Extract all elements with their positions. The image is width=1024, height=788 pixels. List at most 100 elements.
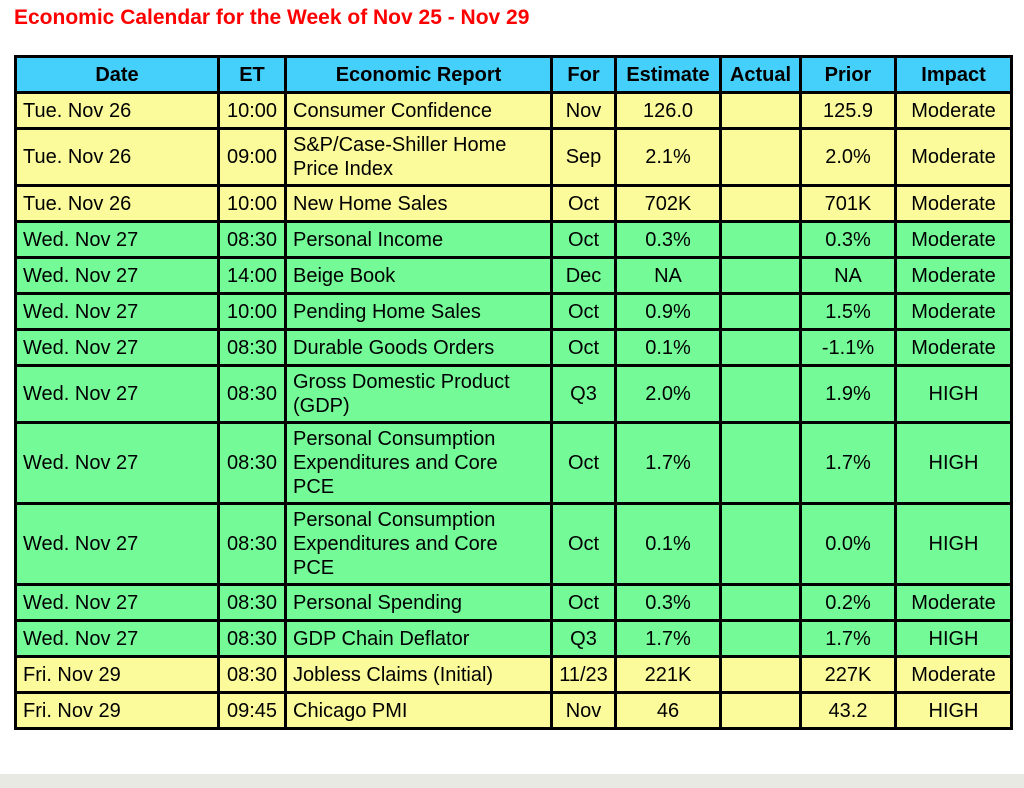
date-cell: Fri. Nov 29 — [14, 655, 220, 694]
report-cell: Personal Consumption Expenditures and Co… — [284, 421, 553, 505]
impact-cell: Moderate — [894, 184, 1013, 223]
impact-cell: HIGH — [894, 421, 1013, 505]
prior-cell: 43.2 — [799, 691, 897, 730]
et-cell: 10:00 — [217, 184, 287, 223]
actual-cell — [719, 502, 802, 586]
report-cell: Pending Home Sales — [284, 292, 553, 331]
et-cell: 09:00 — [217, 127, 287, 187]
actual-cell — [719, 91, 802, 130]
report-cell: Gross Domestic Product (GDP) — [284, 364, 553, 424]
impact-cell: HIGH — [894, 691, 1013, 730]
date-cell: Tue. Nov 26 — [14, 91, 220, 130]
actual-cell — [719, 619, 802, 658]
bottom-edge-strip — [0, 774, 1024, 788]
table-row: Wed. Nov 27 08:30 GDP Chain Deflator Q3 … — [14, 619, 1013, 658]
et-cell: 08:30 — [217, 220, 287, 259]
for-cell: Q3 — [550, 364, 617, 424]
table-row: Wed. Nov 27 08:30 Gross Domestic Product… — [14, 364, 1013, 424]
prior-cell: 0.2% — [799, 583, 897, 622]
for-cell: Q3 — [550, 619, 617, 658]
table-row: Tue. Nov 26 10:00 New Home Sales Oct 702… — [14, 184, 1013, 223]
report-cell: Personal Consumption Expenditures and Co… — [284, 502, 553, 586]
estimate-cell: 221K — [614, 655, 722, 694]
table-row: Wed. Nov 27 08:30 Personal Consumption E… — [14, 502, 1013, 586]
table-row: Tue. Nov 26 09:00 S&P/Case-Shiller Home … — [14, 127, 1013, 187]
table-row: Wed. Nov 27 08:30 Personal Consumption E… — [14, 421, 1013, 505]
et-cell: 08:30 — [217, 619, 287, 658]
estimate-cell: 1.7% — [614, 421, 722, 505]
date-cell: Tue. Nov 26 — [14, 127, 220, 187]
for-cell: Oct — [550, 502, 617, 586]
for-cell: Oct — [550, 583, 617, 622]
impact-cell: Moderate — [894, 328, 1013, 367]
et-cell: 08:30 — [217, 421, 287, 505]
report-cell: Durable Goods Orders — [284, 328, 553, 367]
for-cell: Oct — [550, 220, 617, 259]
et-cell: 10:00 — [217, 91, 287, 130]
impact-cell: HIGH — [894, 364, 1013, 424]
impact-cell: HIGH — [894, 502, 1013, 586]
table-row: Wed. Nov 27 08:30 Personal Spending Oct … — [14, 583, 1013, 622]
column-header-economic-report: Economic Report — [284, 55, 553, 94]
column-header-prior: Prior — [799, 55, 897, 94]
actual-cell — [719, 220, 802, 259]
prior-cell: 1.5% — [799, 292, 897, 331]
for-cell: Nov — [550, 691, 617, 730]
prior-cell: NA — [799, 256, 897, 295]
table-row: Wed. Nov 27 08:30 Durable Goods Orders O… — [14, 328, 1013, 367]
for-cell: Oct — [550, 328, 617, 367]
impact-cell: Moderate — [894, 256, 1013, 295]
for-cell: Nov — [550, 91, 617, 130]
actual-cell — [719, 583, 802, 622]
table-header-row: Date ET Economic Report For Estimate Act… — [14, 55, 1013, 94]
report-cell: New Home Sales — [284, 184, 553, 223]
impact-cell: Moderate — [894, 220, 1013, 259]
actual-cell — [719, 127, 802, 187]
prior-cell: 1.7% — [799, 421, 897, 505]
date-cell: Wed. Nov 27 — [14, 421, 220, 505]
estimate-cell: 0.3% — [614, 583, 722, 622]
actual-cell — [719, 256, 802, 295]
for-cell: Dec — [550, 256, 617, 295]
table-row: Tue. Nov 26 10:00 Consumer Confidence No… — [14, 91, 1013, 130]
for-cell: Oct — [550, 292, 617, 331]
impact-cell: Moderate — [894, 292, 1013, 331]
table-row: Wed. Nov 27 14:00 Beige Book Dec NA NA M… — [14, 256, 1013, 295]
actual-cell — [719, 655, 802, 694]
column-header-impact: Impact — [894, 55, 1013, 94]
impact-cell: Moderate — [894, 583, 1013, 622]
estimate-cell: 46 — [614, 691, 722, 730]
et-cell: 14:00 — [217, 256, 287, 295]
report-cell: Consumer Confidence — [284, 91, 553, 130]
actual-cell — [719, 421, 802, 505]
prior-cell: 0.3% — [799, 220, 897, 259]
date-cell: Wed. Nov 27 — [14, 256, 220, 295]
actual-cell — [719, 364, 802, 424]
date-cell: Fri. Nov 29 — [14, 691, 220, 730]
prior-cell: -1.1% — [799, 328, 897, 367]
for-cell: 11/23 — [550, 655, 617, 694]
date-cell: Wed. Nov 27 — [14, 220, 220, 259]
et-cell: 09:45 — [217, 691, 287, 730]
table-row: Fri. Nov 29 08:30 Jobless Claims (Initia… — [14, 655, 1013, 694]
estimate-cell: 0.1% — [614, 502, 722, 586]
impact-cell: Moderate — [894, 91, 1013, 130]
actual-cell — [719, 184, 802, 223]
actual-cell — [719, 292, 802, 331]
date-cell: Wed. Nov 27 — [14, 619, 220, 658]
et-cell: 08:30 — [217, 328, 287, 367]
et-cell: 08:30 — [217, 655, 287, 694]
actual-cell — [719, 691, 802, 730]
estimate-cell: 1.7% — [614, 619, 722, 658]
estimate-cell: NA — [614, 256, 722, 295]
report-cell: S&P/Case-Shiller Home Price Index — [284, 127, 553, 187]
prior-cell: 701K — [799, 184, 897, 223]
column-header-et: ET — [217, 55, 287, 94]
prior-cell: 125.9 — [799, 91, 897, 130]
column-header-date: Date — [14, 55, 220, 94]
impact-cell: Moderate — [894, 127, 1013, 187]
actual-cell — [719, 328, 802, 367]
et-cell: 08:30 — [217, 364, 287, 424]
prior-cell: 227K — [799, 655, 897, 694]
